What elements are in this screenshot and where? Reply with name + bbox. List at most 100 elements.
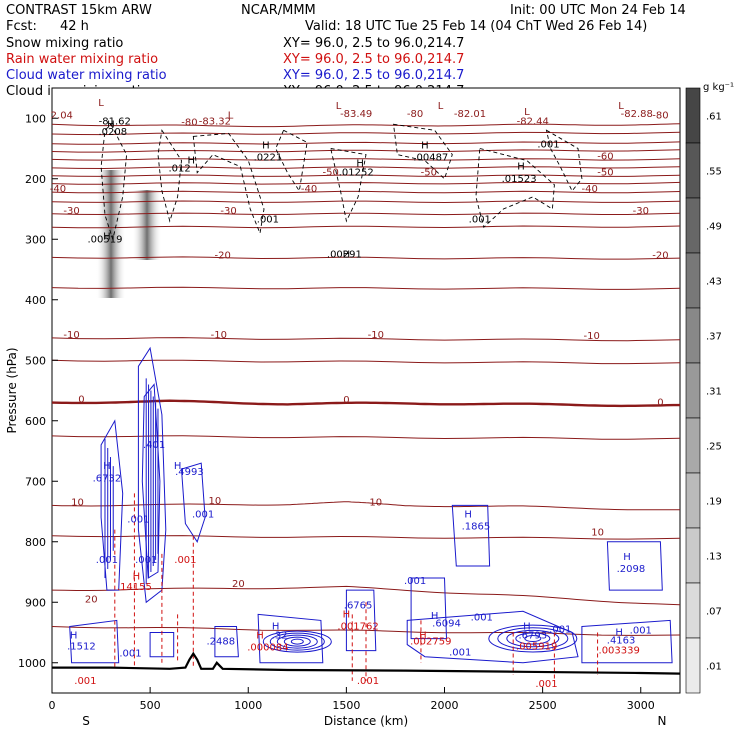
contour-label: -10 bbox=[368, 330, 384, 341]
x-axis-label: Distance (km) bbox=[324, 714, 408, 728]
legend-entry: Cloud water mixing ratio bbox=[6, 68, 167, 83]
colorbar-segment bbox=[685, 637, 701, 694]
contour-label: L bbox=[336, 101, 342, 112]
x-tick-label: 2000 bbox=[431, 699, 459, 712]
contour-label: .001 bbox=[469, 214, 491, 225]
cloud-water-contour bbox=[269, 632, 325, 651]
cloud-water-contour bbox=[606, 541, 663, 591]
contour-label: H bbox=[107, 119, 115, 130]
legend-entry: Rain water mixing ratio bbox=[6, 52, 158, 67]
contour-label: .01252 bbox=[339, 168, 374, 179]
contour-label: .001 bbox=[630, 626, 652, 637]
contour-label: .2488 bbox=[206, 637, 235, 648]
rain-water-contours bbox=[114, 493, 599, 681]
contour-label: 10 bbox=[209, 496, 222, 507]
x-tick-label: 0 bbox=[49, 699, 56, 712]
contour-label: L bbox=[524, 107, 530, 118]
contour-label: -10 bbox=[584, 331, 600, 342]
contour-label: .001 bbox=[74, 676, 96, 687]
contour-label: -10 bbox=[211, 330, 227, 341]
contour-label: .1512 bbox=[67, 641, 96, 652]
cloud-water-contour bbox=[488, 624, 578, 653]
isotherm bbox=[51, 585, 681, 606]
contour-label: 10 bbox=[71, 497, 84, 508]
cloud-water-contour bbox=[410, 577, 448, 640]
contour-label: .001 bbox=[537, 139, 559, 150]
contour-label: -50 bbox=[323, 168, 339, 179]
contour-label: H bbox=[343, 609, 351, 620]
x-tick-label: 1000 bbox=[234, 699, 262, 712]
snow-contour bbox=[192, 132, 265, 235]
cloud-water-contour bbox=[149, 632, 175, 658]
snow-contour bbox=[545, 129, 583, 192]
cloud-water-contour bbox=[262, 630, 332, 653]
cloud-water-contour bbox=[214, 626, 239, 658]
contour-label: H bbox=[356, 159, 364, 170]
contour-label: -50 bbox=[421, 168, 437, 179]
contour-label: L bbox=[618, 101, 624, 112]
contour-label: .6094 bbox=[432, 619, 461, 630]
contour-label: -30 bbox=[63, 206, 79, 217]
y-tick-label: 1000 bbox=[18, 657, 46, 670]
contour-label: H bbox=[103, 461, 111, 472]
contour-label: 0 bbox=[657, 398, 663, 409]
contour-label: .001 bbox=[549, 625, 571, 636]
contour-label: .001 bbox=[119, 649, 141, 660]
contour-label: H bbox=[623, 552, 631, 563]
cloud-water-contour bbox=[497, 627, 569, 650]
colorbar-label: .43 bbox=[706, 277, 722, 288]
contour-label: -30 bbox=[220, 206, 236, 217]
colorbar-label: .13 bbox=[706, 552, 722, 563]
contour-label: -82.88 bbox=[621, 109, 653, 120]
colorbar-segment bbox=[685, 142, 701, 199]
colorbar-segment bbox=[685, 472, 701, 529]
isotherm bbox=[51, 535, 681, 540]
contour-label: .001 bbox=[449, 648, 471, 659]
contour-label: .6793 bbox=[518, 631, 547, 642]
isotherm bbox=[51, 225, 681, 229]
isotherm bbox=[51, 190, 681, 194]
forecast-hours: 42 h bbox=[60, 19, 89, 34]
contour-label: 2.04 bbox=[51, 110, 73, 121]
contour-label: .00487 bbox=[413, 153, 448, 164]
contour-label: H bbox=[517, 162, 525, 173]
contour-label: .001 bbox=[404, 576, 426, 587]
contour-label: -80 bbox=[181, 118, 197, 129]
y-axis-label: Pressure (hPa) bbox=[5, 347, 19, 433]
cloud-water-contour bbox=[451, 504, 491, 567]
isotherm bbox=[51, 131, 681, 136]
contour-label: 0 bbox=[78, 395, 84, 406]
contour-label: .0208 bbox=[98, 127, 127, 138]
contour-label: -40 bbox=[301, 184, 317, 195]
contour-label: -20 bbox=[652, 251, 668, 262]
isotherm bbox=[51, 181, 681, 185]
contour-label: .6765 bbox=[344, 600, 373, 611]
contour-label: .00519 bbox=[88, 234, 123, 245]
colorbar-label: .61 bbox=[706, 112, 722, 123]
contour-label: .001 bbox=[174, 555, 196, 566]
contour-label: .1865 bbox=[462, 522, 491, 533]
contour-label: 20 bbox=[85, 594, 98, 605]
legend-xy: XY= 96.0, 2.5 to 96.0,214.7 bbox=[283, 36, 464, 51]
contour-label: -30 bbox=[633, 206, 649, 217]
colorbar-label: .25 bbox=[706, 442, 722, 453]
snow-contour bbox=[100, 123, 128, 241]
contour-label: .003339 bbox=[599, 646, 640, 657]
colorbar: .61 .55 .49 .43 .37 .31 .25 .19 .13 .07 .01 g kg⁻¹ bbox=[685, 82, 734, 694]
colorbar-segment bbox=[685, 362, 701, 419]
cloud-water-contour bbox=[524, 635, 542, 643]
cloud-water-contour bbox=[406, 610, 579, 664]
contour-label: H bbox=[103, 231, 111, 242]
y-tick-label: 300 bbox=[25, 233, 46, 246]
x-tick-label: 3000 bbox=[627, 699, 655, 712]
contour-label: H bbox=[419, 631, 427, 642]
y-tick-label: 400 bbox=[25, 294, 46, 307]
y-tick-label: 700 bbox=[25, 475, 46, 488]
contour-label: -40 bbox=[50, 184, 66, 195]
colorbar-segment bbox=[685, 582, 701, 639]
contour-label: .01523 bbox=[502, 174, 537, 185]
colorbar-segment bbox=[685, 197, 701, 254]
contour-label: 10 bbox=[369, 497, 382, 508]
isotherm bbox=[51, 123, 681, 128]
